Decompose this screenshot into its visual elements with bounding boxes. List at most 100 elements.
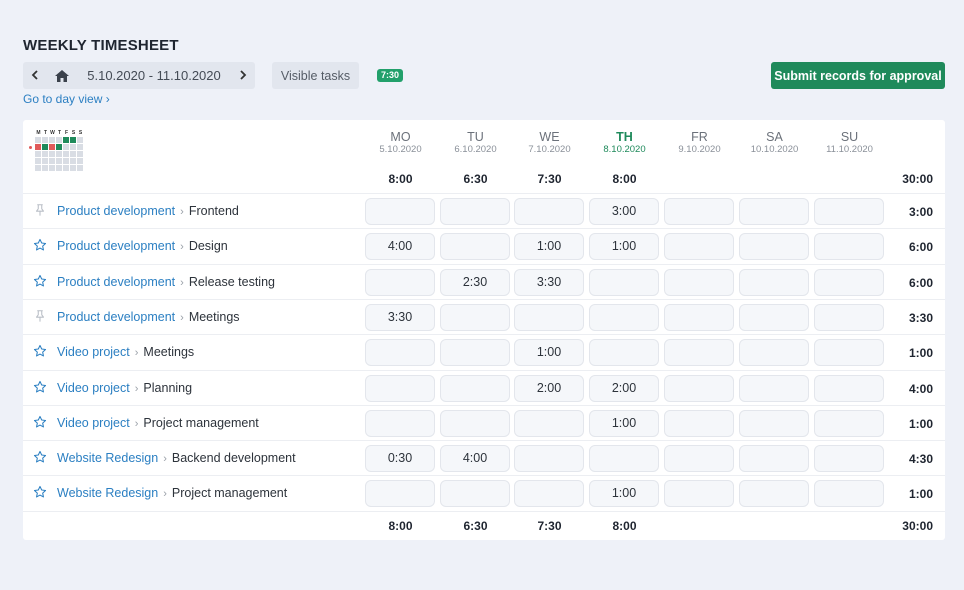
hours-cell[interactable] <box>440 374 510 402</box>
hours-cell[interactable] <box>440 303 510 331</box>
hours-cell[interactable] <box>589 303 659 331</box>
hours-cell[interactable] <box>739 374 809 402</box>
mini-calendar-day[interactable] <box>63 158 69 164</box>
hours-cell[interactable] <box>739 409 809 437</box>
hours-cell[interactable] <box>664 409 734 437</box>
hours-cell[interactable] <box>664 303 734 331</box>
hours-cell[interactable] <box>739 445 809 473</box>
star-icon[interactable] <box>33 274 47 288</box>
project-link[interactable]: Product development <box>57 309 176 324</box>
mini-calendar-day[interactable] <box>49 165 55 171</box>
mini-calendar-day[interactable] <box>77 144 83 150</box>
hours-cell[interactable] <box>440 198 510 225</box>
mini-calendar-day[interactable] <box>77 151 83 157</box>
hours-cell[interactable] <box>514 409 584 437</box>
date-range-label[interactable]: 5.10.2020 - 11.10.2020 <box>87 68 221 83</box>
mini-calendar-day[interactable] <box>56 137 62 143</box>
hours-cell[interactable] <box>440 409 510 437</box>
star-icon[interactable] <box>33 450 47 464</box>
star-icon[interactable] <box>33 380 47 394</box>
home-icon[interactable] <box>47 69 77 82</box>
mini-calendar-day[interactable] <box>49 151 55 157</box>
hours-cell[interactable] <box>589 268 659 296</box>
hours-cell[interactable] <box>664 198 734 225</box>
mini-calendar-day[interactable] <box>63 137 69 143</box>
mini-calendar-day[interactable] <box>42 151 48 157</box>
mini-calendar-day[interactable] <box>42 144 48 150</box>
star-icon[interactable] <box>33 485 47 499</box>
hours-cell[interactable] <box>664 374 734 402</box>
project-link[interactable]: Product development <box>57 274 176 289</box>
visible-tasks-button[interactable]: Visible tasks <box>272 62 359 89</box>
mini-calendar-day[interactable] <box>49 158 55 164</box>
mini-calendar-day[interactable] <box>56 158 62 164</box>
hours-cell[interactable] <box>739 480 809 508</box>
hours-cell[interactable]: 0:30 <box>365 445 435 473</box>
mini-calendar-day[interactable] <box>56 144 62 150</box>
hours-cell[interactable] <box>440 480 510 508</box>
hours-cell[interactable] <box>365 409 435 437</box>
hours-cell[interactable]: 1:00 <box>589 480 659 508</box>
mini-calendar-day[interactable] <box>49 144 55 150</box>
mini-calendar-day[interactable] <box>63 144 69 150</box>
hours-cell[interactable] <box>514 303 584 331</box>
hours-cell[interactable] <box>365 480 435 508</box>
mini-calendar-day[interactable] <box>35 137 41 143</box>
hours-cell[interactable]: 3:00 <box>589 198 659 225</box>
hours-cell[interactable] <box>514 198 584 225</box>
hours-cell[interactable] <box>814 409 884 437</box>
mini-calendar-day[interactable] <box>35 165 41 171</box>
project-link[interactable]: Website Redesign <box>57 486 159 501</box>
mini-calendar-day[interactable] <box>70 158 76 164</box>
mini-calendar-day[interactable] <box>42 158 48 164</box>
hours-cell[interactable] <box>664 268 734 296</box>
mini-calendar-day[interactable] <box>42 137 48 143</box>
hours-cell[interactable]: 2:00 <box>514 374 584 402</box>
project-link[interactable]: Video project <box>57 415 130 430</box>
mini-calendar-day[interactable] <box>70 137 76 143</box>
mini-calendar-day[interactable] <box>35 144 41 150</box>
mini-calendar-day[interactable] <box>70 151 76 157</box>
hours-cell[interactable] <box>814 268 884 296</box>
submit-approval-button[interactable]: Submit records for approval <box>771 62 945 89</box>
hours-cell[interactable] <box>664 480 734 508</box>
mini-calendar-day[interactable] <box>35 151 41 157</box>
hours-cell[interactable] <box>664 233 734 261</box>
star-icon[interactable] <box>33 238 47 252</box>
hours-cell[interactable]: 4:00 <box>440 445 510 473</box>
hours-cell[interactable] <box>440 339 510 367</box>
mini-calendar-day[interactable] <box>56 165 62 171</box>
project-link[interactable]: Website Redesign <box>57 451 159 466</box>
hours-cell[interactable] <box>814 233 884 261</box>
mini-calendar-day[interactable] <box>70 165 76 171</box>
mini-calendar-day[interactable] <box>56 151 62 157</box>
hours-cell[interactable] <box>514 480 584 508</box>
day-view-link[interactable]: Go to day view › <box>23 92 110 106</box>
project-link[interactable]: Product development <box>57 239 176 254</box>
mini-calendar-day[interactable] <box>77 165 83 171</box>
hours-cell[interactable] <box>814 198 884 225</box>
hours-cell[interactable] <box>814 303 884 331</box>
hours-cell[interactable] <box>814 374 884 402</box>
mini-calendar-day[interactable] <box>63 165 69 171</box>
project-link[interactable]: Video project <box>57 380 130 395</box>
hours-cell[interactable] <box>814 445 884 473</box>
hours-cell[interactable] <box>365 268 435 296</box>
hours-cell[interactable]: 1:00 <box>589 409 659 437</box>
star-icon[interactable] <box>33 415 47 429</box>
chevron-left-icon[interactable] <box>23 68 47 83</box>
hours-cell[interactable]: 2:00 <box>589 374 659 402</box>
chevron-right-icon[interactable] <box>231 68 255 83</box>
hours-cell[interactable] <box>440 233 510 261</box>
project-link[interactable]: Video project <box>57 345 130 360</box>
hours-cell[interactable] <box>739 339 809 367</box>
hours-cell[interactable]: 2:30 <box>440 268 510 296</box>
hours-cell[interactable] <box>664 339 734 367</box>
mini-calendar-day[interactable] <box>42 165 48 171</box>
mini-calendar-day[interactable] <box>70 144 76 150</box>
hours-cell[interactable] <box>365 339 435 367</box>
hours-cell[interactable] <box>739 198 809 225</box>
mini-calendar-day[interactable] <box>77 137 83 143</box>
hours-cell[interactable]: 1:00 <box>589 233 659 261</box>
star-icon[interactable] <box>33 344 47 358</box>
